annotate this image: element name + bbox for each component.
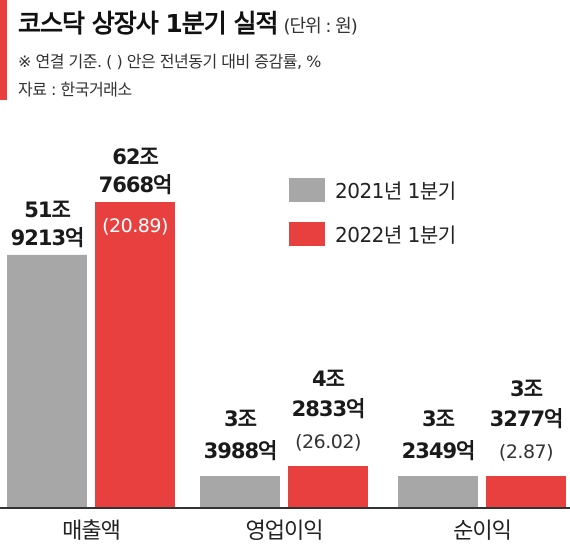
bar-2022-1 [288,466,368,508]
value-label-billion: 2833억 [292,397,365,421]
chart-title: 코스닥 상장사 1분기 실적 [18,9,279,38]
accent-bar [0,0,7,100]
bar-2021-1 [200,476,280,508]
category-label: 매출액 [62,519,120,544]
legend-swatch-2021 [289,178,325,202]
chart-header: 코스닥 상장사 1분기 실적 (단위 : 원) [18,4,358,40]
value-label-trillion: 4조 [312,367,345,391]
growth-label: (2.87) [499,441,553,463]
legend-label-2021: 2021년 1분기 [335,179,456,203]
growth-label: (20.89) [102,215,168,237]
value-label-trillion: 3조 [422,407,455,431]
value-label-billion: 3277억 [490,407,563,431]
value-label-billion: 9213억 [11,226,84,250]
chart-source: 자료 : 한국거래소 [18,80,132,99]
bar-2021-2 [398,476,478,508]
legend-label-2022: 2022년 1분기 [335,223,456,247]
chart-note: ※ 연결 기준. ( ) 안은 전년동기 대비 증감률, % [18,52,321,71]
bar-2022-0 [95,202,175,508]
value-label-trillion: 3조 [510,377,543,401]
bar-2021-0 [7,254,87,508]
bar-2022-2 [486,476,566,508]
value-label-billion: 2349억 [402,439,475,463]
category-label: 영업이익 [246,519,323,544]
category-label: 순이익 [453,519,511,544]
value-label-trillion: 51조 [24,198,70,222]
chart-unit: (단위 : 원) [283,16,358,37]
value-label-trillion: 3조 [224,407,257,431]
value-label-trillion: 62조 [112,145,158,169]
value-label-billion: 3988억 [204,439,277,463]
legend-swatch-2022 [289,222,325,246]
value-label-billion: 7668억 [99,173,172,197]
growth-label: (26.02) [295,431,361,453]
